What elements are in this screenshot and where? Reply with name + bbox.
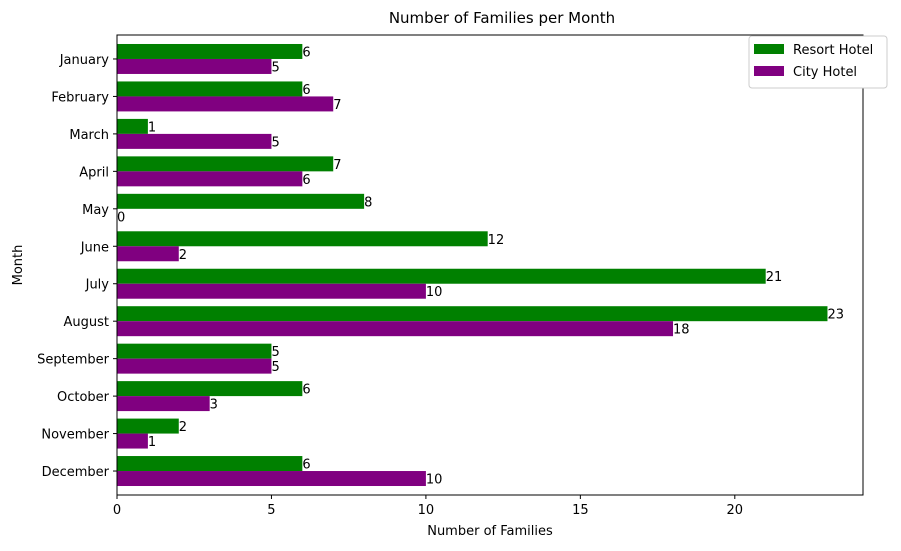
bar-resort-hotel-october [117, 381, 303, 397]
data-label-resort-hotel-december: 6 [302, 458, 310, 473]
bar-resort-hotel-may [117, 193, 365, 209]
y-tick-label-july: July [85, 278, 110, 293]
bar-city-hotel-september [117, 358, 272, 374]
bars-layer [117, 43, 828, 487]
data-label-resort-hotel-september: 5 [271, 345, 279, 360]
data-label-resort-hotel-january: 6 [302, 45, 310, 60]
x-tick-label-0: 0 [113, 503, 121, 518]
bar-city-hotel-february [117, 96, 334, 112]
y-tick-label-march: March [69, 128, 109, 143]
data-label-city-hotel-august: 18 [673, 323, 690, 338]
bar-city-hotel-april [117, 171, 303, 187]
data-label-resort-hotel-may: 8 [364, 195, 372, 210]
data-label-resort-hotel-november: 2 [179, 420, 187, 435]
bar-resort-hotel-march [117, 118, 148, 134]
bar-city-hotel-january [117, 58, 272, 74]
plot-frame [116, 34, 864, 496]
legend-label-resort-hotel: Resort Hotel [793, 43, 873, 58]
x-tick-label-5: 5 [267, 503, 275, 518]
data-label-city-hotel-march: 5 [271, 135, 279, 150]
data-label-resort-hotel-june: 12 [488, 233, 505, 248]
y-tick-label-february: February [51, 90, 109, 105]
data-label-resort-hotel-april: 7 [333, 158, 341, 173]
bar-city-hotel-march [117, 133, 272, 149]
x-axis-ticks: 0 5 10 15 20 [113, 495, 743, 518]
data-label-city-hotel-september: 5 [271, 360, 279, 375]
y-tick-label-september: September [37, 353, 110, 368]
data-label-city-hotel-november: 1 [148, 435, 156, 450]
bar-resort-hotel-august [117, 306, 828, 322]
x-tick-label-20: 20 [727, 503, 744, 518]
data-label-city-hotel-april: 6 [302, 173, 310, 188]
y-tick-label-october: October [57, 390, 110, 405]
legend: Resort Hotel City Hotel [748, 35, 888, 89]
x-tick-label-15: 15 [572, 503, 589, 518]
bar-resort-hotel-april [117, 156, 334, 172]
chart-title: Number of Families per Month [389, 9, 615, 27]
y-tick-label-april: April [79, 165, 109, 180]
bar-resort-hotel-june [117, 231, 488, 247]
y-axis-ticks: January February March April May June July Augu… [37, 53, 117, 480]
data-label-city-hotel-january: 5 [271, 60, 279, 75]
data-label-city-hotel-july: 10 [426, 285, 443, 300]
data-label-resort-hotel-july: 21 [766, 270, 783, 285]
x-tick-label-10: 10 [418, 503, 435, 518]
legend-swatch-city-hotel [754, 66, 784, 76]
bar-city-hotel-november [117, 433, 148, 449]
y-tick-label-august: August [64, 315, 110, 330]
data-label-resort-hotel-march: 1 [148, 120, 156, 135]
bar-resort-hotel-january [117, 43, 303, 59]
y-tick-label-june: June [80, 240, 109, 255]
data-label-city-hotel-may: 0 [117, 210, 125, 225]
bar-resort-hotel-december [117, 456, 303, 472]
data-label-city-hotel-october: 3 [210, 398, 218, 413]
legend-swatch-resort-hotel [754, 44, 784, 54]
x-axis-label: Number of Families [427, 524, 553, 539]
data-label-resort-hotel-february: 6 [302, 83, 310, 98]
data-label-city-hotel-june: 2 [179, 248, 187, 263]
y-tick-label-january: January [59, 53, 110, 68]
y-axis-label: Month [11, 245, 26, 286]
bar-resort-hotel-november [117, 418, 179, 434]
y-tick-label-may: May [82, 203, 109, 218]
bar-resort-hotel-february [117, 81, 303, 97]
bar-city-hotel-july [117, 283, 426, 299]
bar-city-hotel-august [117, 321, 674, 337]
data-label-city-hotel-february: 7 [333, 98, 341, 113]
bar-resort-hotel-september [117, 343, 272, 359]
bar-resort-hotel-july [117, 268, 766, 284]
bar-city-hotel-december [117, 471, 426, 487]
bar-city-hotel-october [117, 396, 210, 412]
data-label-city-hotel-december: 10 [426, 473, 443, 488]
bar-city-hotel-june [117, 246, 179, 262]
data-label-resort-hotel-october: 6 [302, 383, 310, 398]
legend-label-city-hotel: City Hotel [793, 65, 857, 80]
y-tick-label-november: November [41, 428, 109, 443]
data-label-resort-hotel-august: 23 [827, 308, 844, 323]
y-tick-label-december: December [42, 465, 110, 480]
